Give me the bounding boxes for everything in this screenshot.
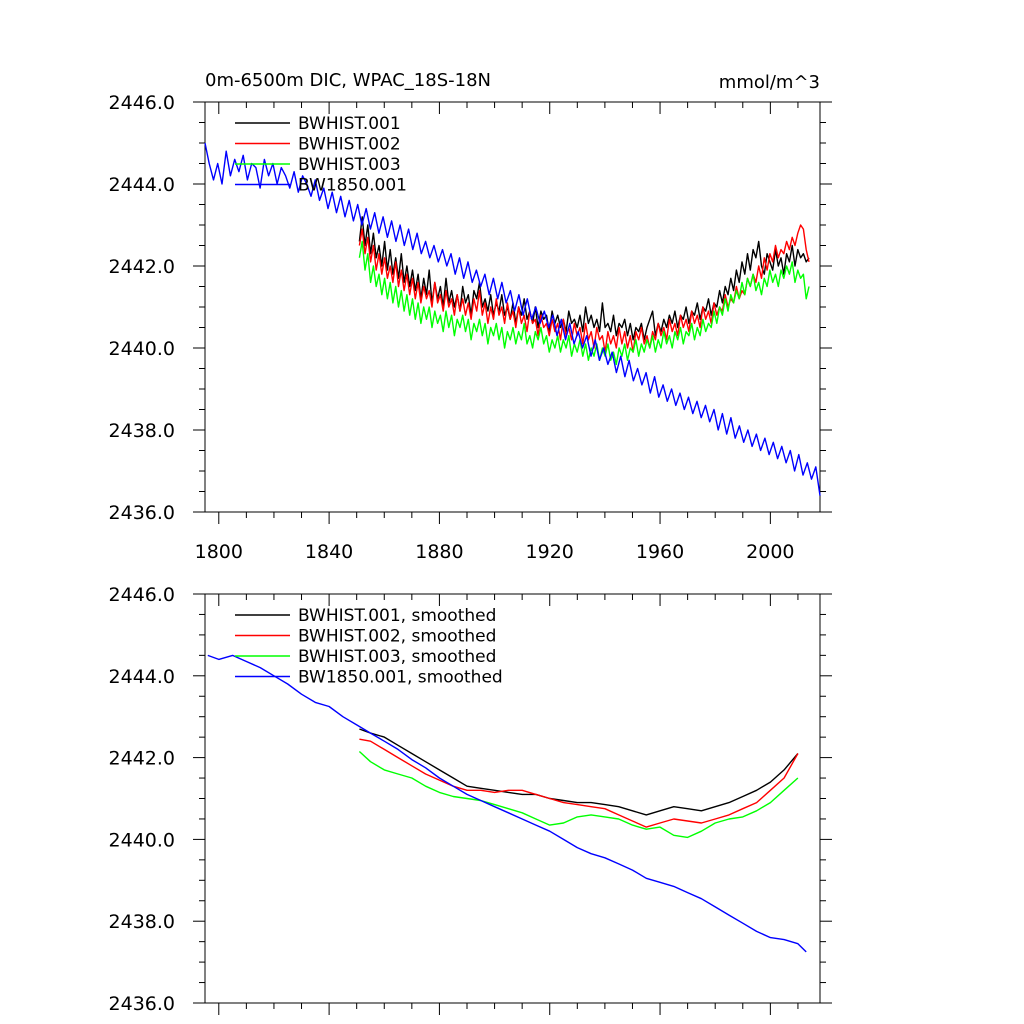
y-tick-label: 2442.0 <box>109 256 175 278</box>
legend-label: BWHIST.003 <box>298 155 401 175</box>
series-line <box>359 738 799 828</box>
units-label: mmol/m^3 <box>719 72 820 93</box>
x-tick-label: 2000 <box>746 541 794 563</box>
y-tick-label: 2440.0 <box>109 829 175 851</box>
y-tick-label: 2446.0 <box>109 584 175 606</box>
x-tick-label: 1840 <box>305 541 353 563</box>
y-tick-label: 2436.0 <box>109 502 175 524</box>
series-line <box>207 654 807 953</box>
y-tick-label: 2444.0 <box>109 174 175 196</box>
series-line <box>358 240 810 366</box>
legend-label: BWHIST.002, smoothed <box>298 627 496 647</box>
y-tick-label: 2436.0 <box>109 993 175 1015</box>
bottom-panel-chart: 2436.0 2438.0 2440.0 2442.0 2444.0 2446.0 BWHI… <box>109 584 832 1015</box>
legend-label: BWHIST.001 <box>298 114 401 134</box>
legend-label: BWHIST.001, smoothed <box>298 606 496 626</box>
series-line <box>204 142 821 496</box>
series-line <box>359 728 799 816</box>
y-tick-label: 2440.0 <box>109 338 175 360</box>
legend-label: BW1850.001 <box>298 176 407 196</box>
x-tick-label: 1880 <box>415 541 463 563</box>
x-tick-label: 1800 <box>195 541 243 563</box>
y-tick-label: 2444.0 <box>109 666 175 688</box>
legend-label: BWHIST.003, smoothed <box>298 647 496 667</box>
legend-label: BW1850.001, smoothed <box>298 668 503 688</box>
top-panel-chart: 2436.0 2438.0 2440.0 2442.0 2444.0 2446.0 1800… <box>109 92 832 563</box>
y-tick-label: 2438.0 <box>109 420 175 442</box>
x-tick-label: 1960 <box>636 541 684 563</box>
x-tick-label: 1920 <box>526 541 574 563</box>
chart-title: 0m-6500m DIC, WPAC_18S-18N <box>205 70 491 91</box>
y-tick-label: 2442.0 <box>109 748 175 770</box>
legend-label: BWHIST.002 <box>298 135 401 155</box>
series-line <box>358 216 810 341</box>
y-tick-label: 2446.0 <box>109 92 175 114</box>
series-line <box>358 750 799 839</box>
y-tick-label: 2438.0 <box>109 911 175 933</box>
